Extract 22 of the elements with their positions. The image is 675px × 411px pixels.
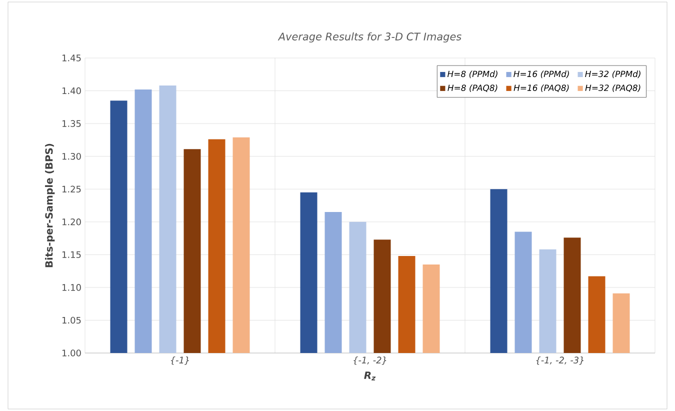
y-tick-label: 1.15 <box>62 251 81 258</box>
y-tick-label: 1.05 <box>62 316 81 324</box>
chart-title: Average Results for 3-D CT Images <box>278 32 462 42</box>
y-tick-label: 1.00 <box>62 350 81 356</box>
legend-label: H=16 (PPMd) <box>514 70 569 78</box>
y-tick-label: 1.40 <box>62 87 81 94</box>
y-tick-label: 1.35 <box>62 120 81 127</box>
legend-label: H=16 (PAQ8) <box>514 84 569 92</box>
x-tick-label: {-1, -2} <box>354 356 386 365</box>
y-tick-label: 1.25 <box>62 186 81 192</box>
legend-label: H=8 (PPMd) <box>447 70 498 78</box>
legend-label: H=32 (PAQ8) <box>585 84 640 92</box>
x-tick-label: {-1, -2, -3} <box>536 356 584 365</box>
y-axis-title: Bits-per-Sample (BPS) <box>45 144 55 268</box>
y-tick-label: 1.45 <box>62 54 81 62</box>
y-tick-label: 1.30 <box>62 152 81 160</box>
legend-label: H=8 (PAQ8) <box>448 84 498 92</box>
y-tick-label: 1.10 <box>62 284 81 291</box>
legend-label: H=32 (PPMd) <box>585 70 640 78</box>
x-axis-title: R$_{z}$ <box>364 372 376 380</box>
y-tick-label: 1.20 <box>62 218 81 226</box>
x-tick-label: {-1} <box>170 356 189 365</box>
